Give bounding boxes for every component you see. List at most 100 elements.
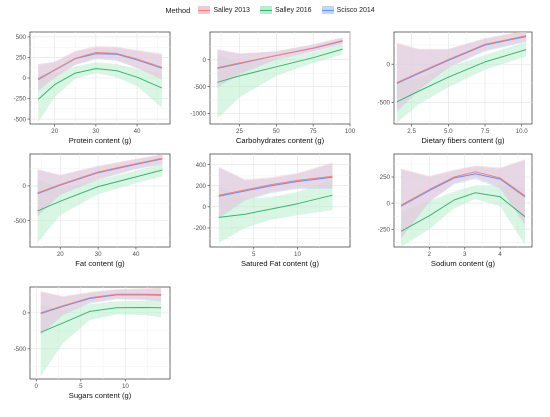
x-tick-label: 75: [310, 128, 317, 135]
series-line-salley-2016: [218, 194, 333, 218]
legend-item-salley-2013: Salley 2013: [198, 6, 250, 14]
y-tick-label: 250: [16, 55, 27, 62]
x-axis-label: Satured Fat content (g): [241, 259, 320, 268]
x-tick-label: 4: [498, 251, 502, 258]
series-line-salley-2013: [40, 293, 162, 314]
confidence-band-salley-2013: [37, 154, 163, 216]
x-axis-label: Protein content (g): [69, 136, 132, 145]
confidence-band-salley-2016: [40, 299, 162, 377]
x-tick-label: 100: [345, 128, 356, 135]
y-tick-label: -500: [194, 84, 207, 91]
plot-area: [218, 162, 333, 243]
y-tick-label: -500: [14, 346, 27, 353]
x-tick-label: 30: [95, 251, 102, 258]
y-tick-label: -500: [378, 100, 391, 107]
series-line-salley-2013: [396, 35, 527, 84]
x-tick-label: 20: [51, 128, 58, 135]
x-axis-label: Carbohydrates content (g): [236, 136, 325, 145]
series-line-salley-2013: [400, 171, 526, 206]
chart-panel-7: 0 5 10 -500 0 Sugars content (g): [14, 286, 171, 400]
series-line-scisco-2014: [40, 294, 162, 315]
confidence-band-salley-2016: [218, 179, 333, 243]
legend-item-salley-2016: Salley 2016: [259, 6, 312, 14]
series-line-scisco-2014: [396, 36, 527, 84]
series-line-salley-2013: [217, 40, 343, 69]
x-tick-label: 30: [92, 128, 99, 135]
legend-key-scisco-2014: [321, 6, 334, 14]
y-tick-label: -500: [14, 116, 27, 123]
series-line-scisco-2014: [37, 158, 163, 195]
y-tick-label: 0: [203, 57, 207, 64]
x-tick-label: 3: [463, 251, 467, 258]
y-tick-label: 200: [196, 183, 207, 190]
series-line-salley-2016: [400, 192, 526, 232]
x-tick-label: 10: [122, 383, 129, 390]
y-tick-label: -200: [194, 225, 207, 232]
x-tick-label: 5: [79, 383, 83, 390]
confidence-band-salley-2013: [218, 162, 333, 218]
legend-title: Method: [165, 5, 191, 15]
confidence-band-salley-2013: [396, 32, 527, 111]
plot-area: [37, 46, 162, 123]
series-line-salley-2013: [218, 175, 333, 196]
x-tick-label: 50: [273, 128, 280, 135]
confidence-band-salley-2016: [37, 163, 163, 243]
y-tick-label: 0: [203, 204, 207, 211]
chart-panel-6: 2 3 4 -250 0 250 Sodium content (g): [378, 153, 533, 268]
y-tick-label: 0: [387, 61, 391, 68]
plot-area: [37, 154, 163, 243]
series-line-salley-2016: [40, 307, 162, 333]
x-tick-label: 25: [236, 128, 243, 135]
series-line-salley-2013: [37, 157, 163, 194]
x-tick-label: 5.0: [444, 128, 453, 135]
series-line-scisco-2014: [218, 176, 333, 197]
chart-panel-2: 25 50 75 100 -1000 -500 0 Carbohydrates content…: [190, 31, 356, 145]
y-tick-label: -250: [378, 226, 391, 233]
y-tick-label: 0: [387, 200, 391, 207]
series-line-salley-2016: [396, 49, 527, 103]
y-tick-label: 0: [23, 183, 27, 190]
x-tick-label: 2.5: [407, 128, 416, 135]
y-tick-label: 400: [196, 162, 207, 169]
x-axis-label: Sodium content (g): [431, 259, 496, 268]
x-axis-label: Sugars content (g): [69, 391, 132, 400]
legend-item-scisco-2014: Scisco 2014: [321, 6, 375, 14]
series-line-salley-2016: [217, 48, 343, 83]
x-tick-label: 5: [252, 251, 256, 258]
chart-panel-5: 5 10 -200 0 200 400 Satured Fat content (g): [194, 153, 351, 268]
legend-label-salley-2016: Salley 2016: [274, 6, 312, 14]
legend-key-salley-2016: [259, 6, 272, 14]
x-tick-label: 10: [294, 251, 301, 258]
chart-panel-1: 20 30 40 -500 -250 0 250 500 Protein content (g): [14, 31, 171, 145]
legend-label-salley-2013: Salley 2013: [213, 6, 250, 14]
legend-key-salley-2013: [198, 6, 211, 14]
y-tick-label: -1000: [190, 111, 206, 118]
confidence-band-salley-2016: [401, 185, 525, 247]
plot-area: [400, 159, 526, 247]
confidence-band-salley-2013: [217, 37, 343, 87]
confidence-band-salley-2016: [396, 42, 527, 123]
confidence-band-scisco-2014: [37, 154, 163, 217]
legend: Method Salley 2013 Salley 2016 Scisco 20…: [0, 2, 550, 18]
chart-panel-3: 2.5 5.0 7.5 10.0 -500 0 Dietary fibers content…: [378, 31, 533, 145]
x-tick-label: 40: [134, 128, 141, 135]
x-tick-label: 20: [57, 251, 64, 258]
plot-area: [396, 32, 527, 123]
y-tick-label: 0: [23, 75, 27, 82]
x-tick-label: 10.0: [516, 128, 529, 135]
y-tick-label: 500: [16, 34, 27, 41]
chart-panel-4: 20 30 40 -500 0 Fat content (g): [14, 153, 171, 268]
plot-area: [217, 37, 343, 119]
x-tick-label: 7.5: [481, 128, 490, 135]
y-tick-label: -250: [14, 96, 27, 103]
series-line-salley-2013: [37, 52, 162, 80]
x-axis-label: Dietary fibers content (g): [421, 136, 505, 145]
y-tick-label: 0: [23, 310, 27, 317]
x-tick-label: 40: [133, 251, 140, 258]
legend-label-scisco-2014: Scisco 2014: [336, 6, 375, 14]
plot-area: [40, 287, 162, 377]
x-tick-label: 2: [428, 251, 432, 258]
series-line-scisco-2014: [400, 173, 526, 207]
